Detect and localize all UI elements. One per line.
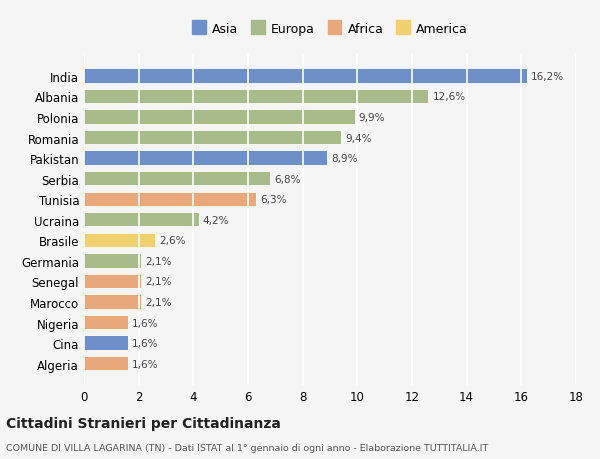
Text: 4,2%: 4,2% xyxy=(203,215,229,225)
Bar xyxy=(84,255,142,268)
Bar xyxy=(84,132,341,145)
Text: 2,1%: 2,1% xyxy=(146,297,172,308)
Bar xyxy=(84,152,327,165)
Text: 6,3%: 6,3% xyxy=(260,195,287,205)
Text: 2,1%: 2,1% xyxy=(146,256,172,266)
Text: 6,8%: 6,8% xyxy=(274,174,301,185)
Bar xyxy=(84,357,128,370)
Bar xyxy=(84,296,142,309)
Text: 8,9%: 8,9% xyxy=(331,154,358,164)
Text: 16,2%: 16,2% xyxy=(531,72,564,82)
Bar xyxy=(84,70,527,84)
Text: COMUNE DI VILLA LAGARINA (TN) - Dati ISTAT al 1° gennaio di ogni anno - Elaboraz: COMUNE DI VILLA LAGARINA (TN) - Dati IST… xyxy=(6,443,488,452)
Text: 9,4%: 9,4% xyxy=(345,133,371,143)
Bar xyxy=(84,193,256,207)
Bar xyxy=(84,275,142,289)
Bar xyxy=(84,173,270,186)
Text: Cittadini Stranieri per Cittadinanza: Cittadini Stranieri per Cittadinanza xyxy=(6,416,281,430)
Text: 1,6%: 1,6% xyxy=(132,338,158,348)
Bar xyxy=(84,234,155,247)
Text: 9,9%: 9,9% xyxy=(359,113,385,123)
Text: 1,6%: 1,6% xyxy=(132,359,158,369)
Bar xyxy=(84,337,128,350)
Bar xyxy=(84,316,128,330)
Text: 2,6%: 2,6% xyxy=(159,236,185,246)
Bar xyxy=(84,111,355,124)
Legend: Asia, Europa, Africa, America: Asia, Europa, Africa, America xyxy=(187,18,473,41)
Bar xyxy=(84,213,199,227)
Text: 12,6%: 12,6% xyxy=(433,92,466,102)
Text: 2,1%: 2,1% xyxy=(146,277,172,287)
Text: 1,6%: 1,6% xyxy=(132,318,158,328)
Bar xyxy=(84,90,428,104)
